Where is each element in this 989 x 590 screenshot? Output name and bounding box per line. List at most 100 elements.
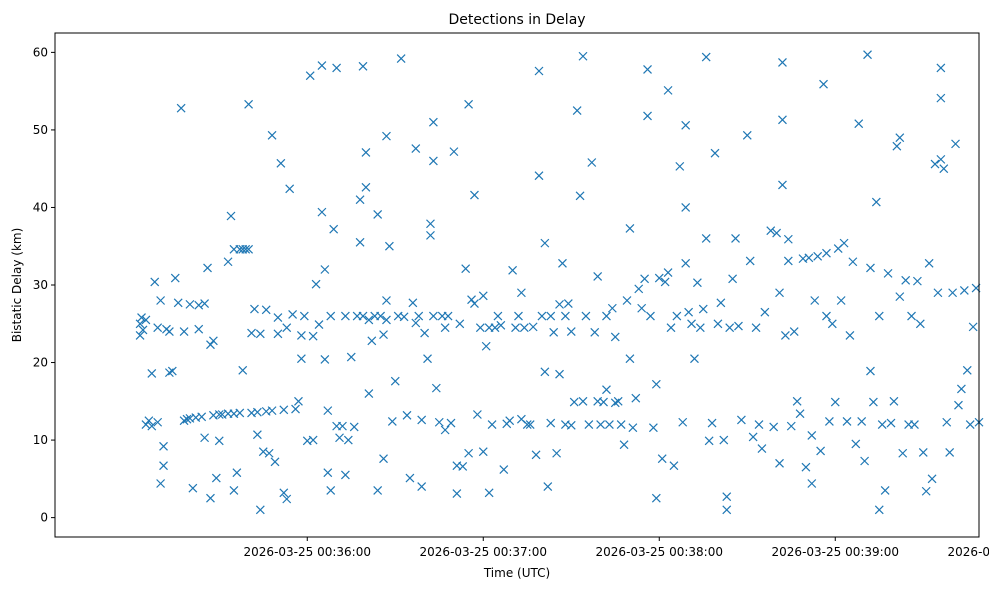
data-point [807, 479, 817, 488]
data-point [156, 296, 166, 305]
y-tick-label: 30 [33, 278, 48, 292]
data-point [555, 299, 564, 309]
data-point [487, 420, 497, 429]
y-axis-ticks: 0 10 20 30 40 50 60 [33, 45, 55, 525]
data-point [839, 238, 849, 248]
data-point [402, 410, 412, 420]
data-point [349, 422, 359, 432]
data-point [203, 263, 212, 273]
data-point [214, 436, 224, 446]
x-tick-label: 2026-03-25 00:36:00 [244, 545, 371, 559]
data-point [546, 311, 556, 321]
data-point [411, 318, 421, 328]
data-point [734, 321, 743, 331]
data-point [842, 417, 852, 426]
data-point [778, 180, 787, 190]
data-point [783, 256, 793, 266]
chart-title: Detections in Delay [448, 12, 585, 28]
data-point [939, 164, 949, 174]
data-point [247, 328, 256, 338]
data-point [179, 416, 189, 426]
data-point [775, 458, 784, 468]
data-point [874, 311, 884, 321]
data-point [619, 440, 629, 450]
data-point [851, 439, 861, 449]
data-point [868, 397, 878, 407]
data-point [719, 435, 729, 445]
data-point [552, 448, 562, 458]
data-point [807, 431, 817, 440]
data-point [657, 454, 667, 464]
data-point [760, 307, 770, 317]
data-point [646, 311, 655, 321]
data-point [701, 52, 711, 62]
data-point [772, 228, 782, 238]
data-point [637, 303, 647, 313]
data-point [628, 423, 638, 433]
data-point [461, 264, 471, 274]
data-point [681, 258, 691, 268]
data-point [569, 397, 579, 407]
data-point [340, 311, 350, 321]
data-point [519, 323, 529, 333]
data-point [516, 288, 526, 298]
data-point [326, 311, 336, 321]
data-point [860, 456, 870, 466]
data-point [546, 418, 556, 428]
data-point [660, 277, 670, 287]
data-point [379, 454, 388, 464]
data-point [232, 468, 242, 478]
data-point [766, 226, 776, 236]
data-point [778, 58, 787, 67]
data-point [681, 203, 691, 212]
data-point [282, 323, 292, 333]
data-point [431, 383, 441, 393]
data-point [625, 223, 635, 233]
data-point [690, 354, 699, 364]
data-point [329, 224, 339, 234]
data-point [408, 298, 418, 308]
data-point [364, 389, 374, 398]
data-point [918, 448, 928, 457]
data-point [654, 273, 664, 283]
data-point [757, 444, 767, 454]
data-point [311, 279, 321, 289]
data-point [924, 258, 934, 268]
data-point [291, 404, 300, 414]
data-point [343, 435, 353, 445]
data-point [206, 340, 215, 350]
data-point [945, 448, 955, 457]
data-point [296, 354, 306, 364]
data-point [672, 311, 682, 321]
data-point [613, 396, 623, 406]
data-point [399, 312, 409, 322]
data-point [936, 63, 946, 73]
data-point [279, 488, 289, 498]
data-point [455, 319, 465, 329]
data-point [282, 494, 292, 504]
data-point [874, 505, 884, 515]
data-point [499, 465, 509, 474]
data-point [150, 277, 160, 287]
data-point [188, 483, 198, 493]
data-point [314, 320, 324, 329]
data-point [607, 303, 617, 313]
data-point [164, 368, 174, 378]
data-point [587, 158, 597, 167]
data-point [244, 99, 254, 109]
data-point [566, 420, 576, 430]
scatter-points [135, 50, 984, 515]
data-point [200, 299, 210, 309]
data-point [244, 244, 254, 254]
data-point [754, 420, 764, 429]
data-point [883, 268, 893, 278]
data-point [804, 253, 814, 263]
data-point [954, 400, 963, 410]
data-point [229, 486, 239, 495]
data-point [801, 462, 811, 472]
data-point [933, 288, 943, 298]
data-point [898, 448, 908, 458]
data-point [414, 311, 424, 321]
data-point [769, 422, 779, 432]
x-axis-ticks: 2026-03-25 00:36:00 2026-03-25 00:37:00 20… [244, 537, 989, 559]
